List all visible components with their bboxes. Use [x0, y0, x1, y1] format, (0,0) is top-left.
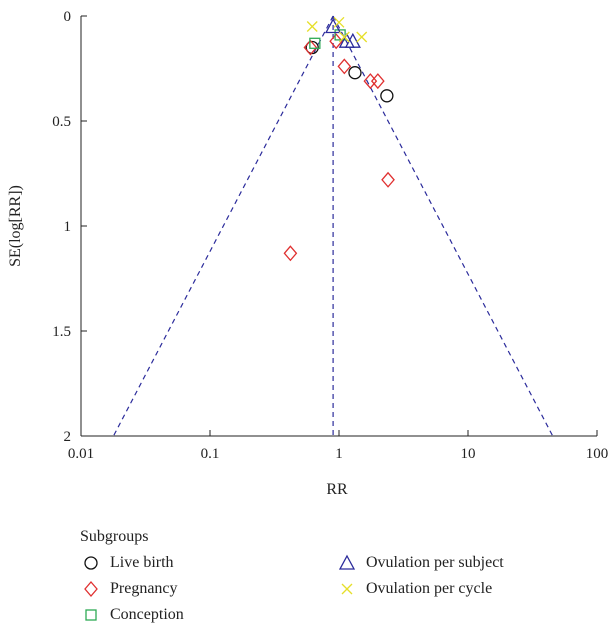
- legend-entry-live-birth: Live birth: [80, 550, 336, 576]
- x-tick-label: 100: [586, 446, 609, 462]
- circle-legend-glyph: [84, 556, 98, 570]
- legend-entry-ovulation-per-cycle: Ovulation per cycle: [336, 576, 596, 602]
- legend-label: Ovulation per cycle: [366, 580, 493, 597]
- data-points: [283, 16, 395, 262]
- square-marker-icon: [85, 609, 97, 621]
- legend-entry-conception: Conception: [80, 602, 336, 628]
- square-legend-glyph: [85, 609, 97, 621]
- diamond-marker-icon: [84, 581, 98, 597]
- plot-axes: 0.01 0.1 1 10 100 0 0.5 1 1.5 2: [52, 9, 608, 462]
- x-stroke: [341, 583, 353, 595]
- legend-label: Pregnancy: [110, 580, 178, 597]
- legend-label: Ovulation per subject: [366, 554, 504, 571]
- x-stroke: [333, 16, 345, 28]
- legend-entries: Live birth Pregnancy Conception Ovulatio…: [80, 550, 600, 628]
- x-tick-label: 0.01: [68, 446, 94, 462]
- diamond-data-point: [303, 39, 318, 56]
- x-stroke: [306, 21, 318, 32]
- diamond-data-point: [337, 58, 352, 75]
- x-axis-title: RR: [326, 481, 348, 498]
- square-data-point: [334, 29, 346, 41]
- diamond-data-point: [363, 73, 378, 90]
- diamond-legend-glyph: [84, 581, 98, 597]
- x-legend-glyph: [341, 583, 353, 595]
- y-tick-label: 1.5: [52, 324, 71, 340]
- triangle-data-point: [325, 18, 342, 34]
- x-data-point: [356, 31, 368, 43]
- circle-data-point: [380, 89, 394, 103]
- triangle-marker-icon: [338, 554, 356, 570]
- diamond-data-point: [370, 73, 385, 90]
- y-tick-label: 2: [64, 429, 72, 445]
- legend-label: Conception: [110, 606, 184, 623]
- circle-data-point: [305, 40, 319, 55]
- diamond-data-point: [381, 171, 395, 188]
- diamond-data-point: [283, 245, 298, 262]
- legend: Subgroups Live birth Pregnancy Conceptio…: [80, 528, 600, 628]
- funnel-plot: 0.01 0.1 1 10 100 0 0.5 1 1.5 2 RR SE(log[RR]): [7, 9, 608, 498]
- diamond-data-point: [329, 33, 343, 50]
- y-tick-label: 0: [64, 9, 72, 25]
- circle-data-point: [348, 66, 362, 80]
- y-tick-label: 0.5: [52, 114, 71, 130]
- legend-title: Subgroups: [80, 528, 149, 545]
- x-tick-label: 10: [461, 446, 476, 462]
- triangle-legend-glyph: [338, 554, 356, 570]
- triangle-data-point: [344, 32, 361, 48]
- x-marker-icon: [341, 583, 353, 595]
- y-tick-label: 1: [64, 219, 72, 235]
- funnel-lines: [112, 15, 554, 437]
- x-data-point: [338, 31, 350, 43]
- square-data-point: [309, 37, 321, 49]
- legend-entry-ovulation-per-subject: Ovulation per subject: [336, 550, 596, 576]
- x-data-point: [333, 16, 345, 28]
- x-tick-label: 0.1: [201, 446, 220, 462]
- funnel-right-line: [332, 15, 554, 437]
- x-stroke: [356, 31, 368, 43]
- x-tick-label: 1: [335, 446, 343, 462]
- x-data-point: [306, 21, 318, 32]
- legend-label: Live birth: [110, 554, 174, 571]
- funnel-left-line: [112, 15, 334, 437]
- x-stroke: [338, 31, 350, 43]
- legend-entry-pregnancy: Pregnancy: [80, 576, 336, 602]
- y-axis-title: SE(log[RR]): [7, 185, 24, 267]
- circle-marker-icon: [84, 556, 98, 570]
